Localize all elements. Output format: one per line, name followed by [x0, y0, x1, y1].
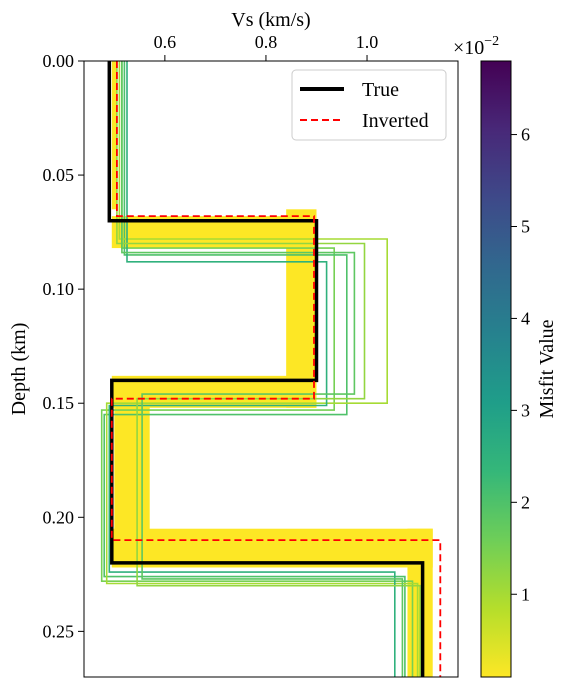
- legend-label-inverted: Inverted: [362, 110, 429, 132]
- colorbar-tick-label: 1: [521, 584, 530, 604]
- colorbar-offset-base: ×10: [453, 37, 484, 59]
- ensemble-profile-0: [100, 61, 414, 677]
- colorbar-ticks: 1 2 3 4 5 6: [511, 125, 530, 604]
- ensemble-profile-4: [116, 61, 421, 677]
- series-line-inverted: [110, 61, 442, 677]
- colorbar-tick-label: 2: [521, 492, 530, 512]
- colorbar-label: Misfit Value: [536, 319, 558, 418]
- ensemble-profile-1: [103, 61, 406, 677]
- y-tick-label: 0.00: [43, 51, 75, 71]
- colorbar-gradient: [480, 60, 512, 678]
- legend: True Inverted: [291, 69, 447, 141]
- ensemble-profile-5: [121, 61, 404, 677]
- ensemble-band-transition-2: [111, 528, 433, 568]
- colorbar: 1 2 3 4 5 6 Misfit Value ×10−2: [453, 34, 558, 678]
- series-line-true: [107, 61, 425, 677]
- colorbar-tick-label: 6: [521, 125, 530, 145]
- x-axis-label: Vs (km/s): [231, 9, 310, 31]
- x-tick-label: 0.8: [255, 32, 278, 52]
- colorbar-offset: ×10−2: [453, 34, 499, 59]
- y-tick-label: 0.15: [43, 393, 75, 413]
- colorbar-offset-exponent: −2: [484, 34, 499, 49]
- ensemble-profiles: [100, 61, 433, 677]
- x-tick-label: 0.6: [154, 32, 177, 52]
- ensemble-profile-3: [108, 61, 396, 677]
- y-tick-label: 0.10: [43, 279, 75, 299]
- y-tick-label: 0.05: [43, 165, 75, 185]
- y-tick-label: 0.25: [43, 621, 75, 641]
- colorbar-tick-label: 4: [521, 308, 530, 328]
- model-profiles: [107, 61, 442, 677]
- ensemble-profile-2: [105, 61, 419, 677]
- y-tick-label: 0.20: [43, 507, 75, 527]
- colorbar-tick-label: 5: [521, 216, 530, 236]
- y-axis: 0.00 0.05 0.10 0.15 0.20 0.25: [43, 51, 84, 641]
- y-axis-label: Depth (km): [8, 323, 30, 416]
- plot-frame: [83, 60, 459, 678]
- legend-label-true: True: [362, 79, 399, 101]
- ensemble-band-layer-0: [111, 61, 117, 210]
- colorbar-tick-label: 3: [521, 400, 530, 420]
- x-axis: 0.6 0.8 1.0: [154, 32, 379, 61]
- x-tick-label: 1.0: [356, 32, 379, 52]
